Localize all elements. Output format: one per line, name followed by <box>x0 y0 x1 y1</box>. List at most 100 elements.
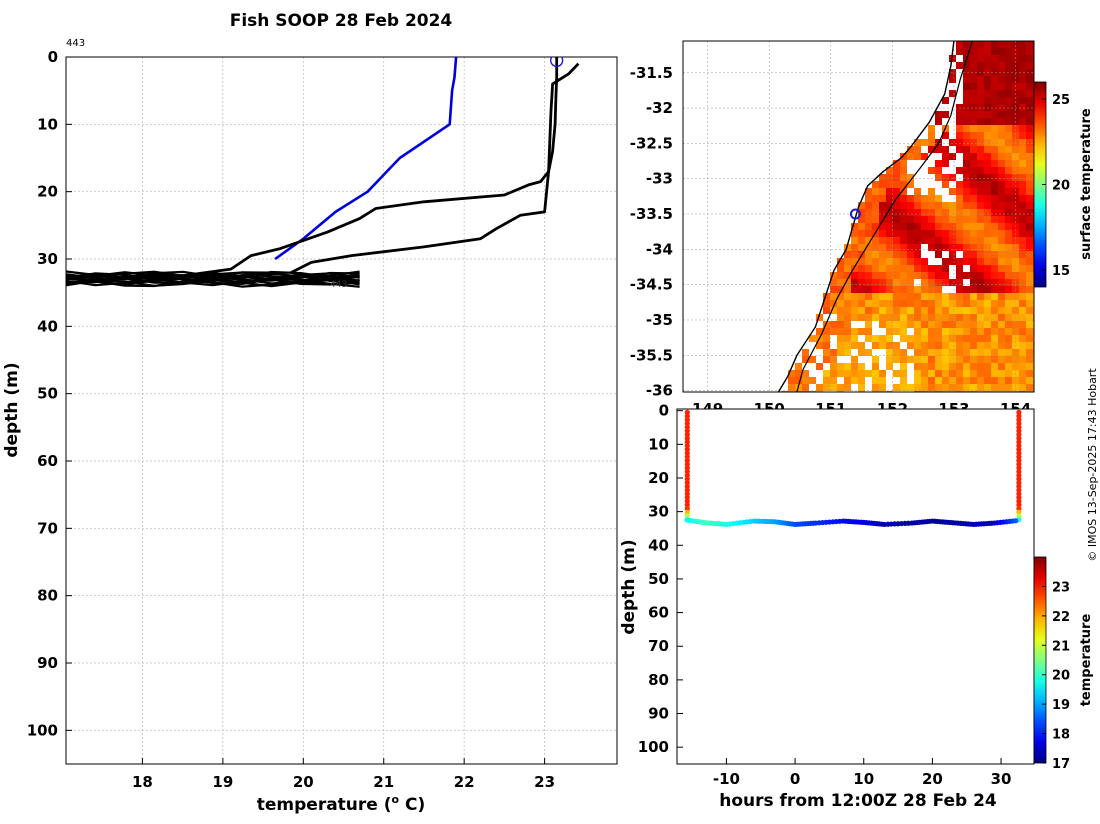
temperature-colorbar-tick-label: 21 <box>1052 639 1070 654</box>
sst-pixel <box>1019 293 1026 300</box>
sst-pixel <box>984 125 991 132</box>
sst-pixel <box>1019 90 1026 97</box>
sst-pixel <box>865 216 872 223</box>
sst-pixel <box>970 153 977 160</box>
sst-pixel <box>1019 223 1026 230</box>
sst-pixel <box>865 314 872 321</box>
sst-pixel <box>830 279 837 286</box>
sst-pixel <box>1012 97 1019 104</box>
sst-pixel <box>1026 181 1033 188</box>
section-y-tick-label: 90 <box>648 705 669 723</box>
sst-pixel <box>865 307 872 314</box>
sst-pixel <box>851 272 858 279</box>
sst-pixel <box>977 174 984 181</box>
sst-pixel <box>970 160 977 167</box>
sst-pixel <box>935 328 942 335</box>
sst-pixel <box>865 272 872 279</box>
sst-pixel <box>942 349 949 356</box>
sst-pixel <box>984 237 991 244</box>
sst-pixel <box>858 223 865 230</box>
sst-pixel <box>872 384 879 391</box>
sst-pixel <box>1019 314 1026 321</box>
sst-pixel <box>984 146 991 153</box>
profile-x-tick-label: 21 <box>373 773 394 791</box>
sst-pixel <box>977 62 984 69</box>
sst-pixel <box>900 300 907 307</box>
sst-pixel <box>984 97 991 104</box>
sst-pixel <box>998 279 1005 286</box>
sst-pixel <box>998 69 1005 76</box>
sst-pixel <box>935 209 942 216</box>
sst-pixel <box>963 62 970 69</box>
sst-pixel <box>991 69 998 76</box>
sst-pixel <box>1012 76 1019 83</box>
sst-pixel <box>921 349 928 356</box>
sst-pixel <box>991 202 998 209</box>
sst-colorbar-label: surface temperature <box>1079 108 1094 260</box>
sst-pixel <box>886 286 893 293</box>
sst-pixel <box>914 321 921 328</box>
sst-pixel <box>879 195 886 202</box>
sst-pixel <box>998 139 1005 146</box>
sst-pixel <box>893 293 900 300</box>
sst-pixel <box>991 335 998 342</box>
map-y-tick-label: -35.5 <box>630 346 673 364</box>
sst-pixel <box>1026 230 1033 237</box>
sst-pixel <box>900 202 907 209</box>
sst-pixel <box>956 132 963 139</box>
sst-pixel <box>886 202 893 209</box>
sst-pixel <box>1019 237 1026 244</box>
sst-pixel <box>928 202 935 209</box>
sst-pixel <box>970 293 977 300</box>
sst-pixel <box>970 132 977 139</box>
sst-pixel <box>851 237 858 244</box>
section-x-tick-label: 30 <box>991 770 1012 788</box>
sst-pixel <box>984 335 991 342</box>
sst-pixel <box>935 167 942 174</box>
profile-x-axis-label-text: temperature ( <box>257 795 392 815</box>
sst-pixel <box>949 307 956 314</box>
sst-pixel <box>1019 125 1026 132</box>
sst-pixel <box>879 370 886 377</box>
sst-pixel <box>998 321 1005 328</box>
sst-pixel <box>949 342 956 349</box>
sst-pixel <box>991 90 998 97</box>
sst-pixel <box>956 139 963 146</box>
sst-pixel <box>984 76 991 83</box>
sst-pixel <box>907 300 914 307</box>
sst-pixel <box>851 363 858 370</box>
sst-pixel <box>907 272 914 279</box>
sst-pixel <box>991 349 998 356</box>
sst-pixel <box>942 363 949 370</box>
sst-pixel <box>851 307 858 314</box>
sst-pixel <box>879 258 886 265</box>
sst-pixel <box>858 286 865 293</box>
sst-pixel <box>1026 307 1033 314</box>
section-cast-left-point <box>684 465 690 471</box>
sst-pixel <box>907 293 914 300</box>
sst-pixel <box>928 377 935 384</box>
section-cast-right-point <box>1016 420 1022 427</box>
sst-pixel <box>872 181 879 188</box>
sst-pixel <box>1019 146 1026 153</box>
sst-pixel <box>963 377 970 384</box>
sst-pixel <box>949 356 956 363</box>
sst-pixel <box>893 328 900 335</box>
sst-pixel <box>921 293 928 300</box>
sst-pixel <box>851 342 858 349</box>
temperature-colorbar-tick-label: 23 <box>1052 580 1070 595</box>
sst-pixel <box>984 118 991 125</box>
sst-pixel <box>886 279 893 286</box>
sst-pixel <box>907 209 914 216</box>
sst-pixel <box>928 223 935 230</box>
sst-pixel <box>1005 41 1012 48</box>
sst-pixel <box>956 237 963 244</box>
sst-pixel <box>928 342 935 349</box>
sst-pixel <box>900 244 907 251</box>
temperature-colorbar-ticks: 17 18 19 20 21 22 23 <box>1042 580 1070 772</box>
sst-pixel <box>984 307 991 314</box>
sst-pixel <box>802 356 809 363</box>
sst-pixel <box>942 321 949 328</box>
sst-pixel <box>935 216 942 223</box>
section-cast-left-point <box>684 461 690 467</box>
